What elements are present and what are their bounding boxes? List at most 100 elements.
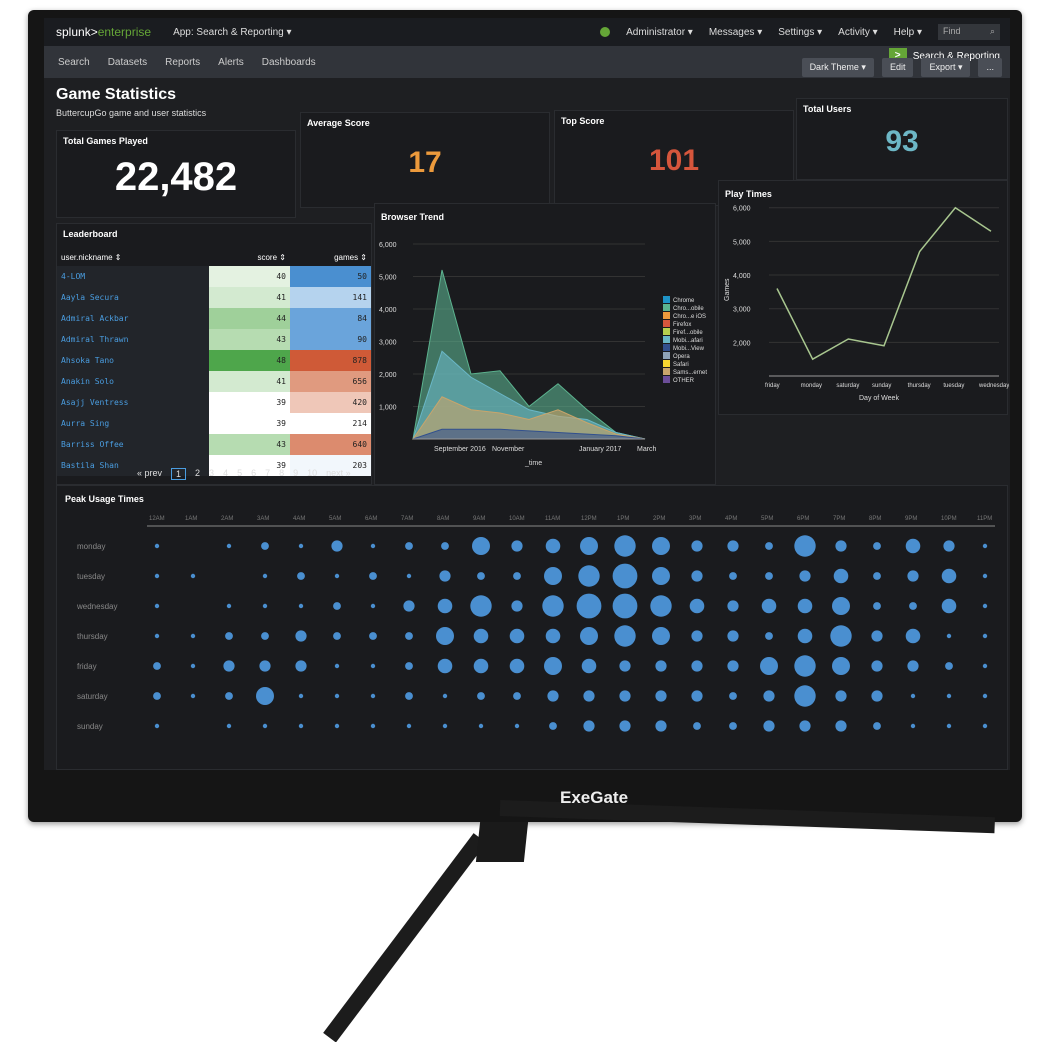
menu-settings[interactable]: Settings ▾ [778,26,823,38]
nickname-link[interactable]: Asajj Ventress [57,392,209,413]
pager-page[interactable]: 7 [265,468,271,478]
table-row[interactable]: Aayla Secura 41 141 [57,287,371,308]
table-row[interactable]: Anakin Solo 41 656 [57,371,371,392]
nickname-link[interactable]: Admiral Ackbar [57,308,209,329]
x-axis-label: _time [524,460,542,467]
pager-page[interactable]: 10 [307,468,318,478]
nickname-link[interactable]: Anakin Solo [57,371,209,392]
panel-title: Average Score [307,118,370,128]
column-header-nickname[interactable]: user.nickname ⇕ [61,252,122,262]
y-tick-label: friday [77,662,97,671]
table-row[interactable]: Barriss Offee 43 640 [57,434,371,455]
usage-bubble [689,598,705,614]
menu-administrator[interactable]: Administrator ▾ [626,26,693,38]
table-row[interactable]: Admiral Ackbar 44 84 [57,308,371,329]
single-value-panel: Total Users 93 [796,98,1008,180]
usage-bubble [406,573,412,579]
usage-bubble [154,723,160,729]
find-input[interactable]: Find ⌕ [938,24,1000,40]
y-tick-label: 4,000 [379,307,397,314]
nav-dashboards[interactable]: Dashboards [261,56,316,68]
score-cell: 48 [208,350,290,371]
table-row[interactable]: Bastila Shan 39 203 [57,455,371,476]
nickname-link[interactable]: Aayla Secura [57,287,209,308]
usage-bubble [760,657,778,675]
usage-bubble [727,540,739,552]
pagination: « prev 1 2 3 4 5 6 7 8 9 10 next » [137,468,351,480]
nav-search[interactable]: Search [58,56,90,68]
x-tick-label: 7PM [833,516,845,522]
y-tick-label: tuesday [77,572,105,581]
splunk-logo[interactable]: splunk>enterprise [56,25,152,39]
menu-help[interactable]: Help ▾ [893,26,922,38]
menu-activity[interactable]: Activity ▾ [838,26,878,38]
nickname-link[interactable]: 4-LOM [57,266,209,287]
pager-page[interactable]: 4 [223,468,229,478]
legend-swatch [663,336,670,343]
usage-bubble [612,563,638,589]
usage-bubble [581,658,597,674]
x-tick-label: friday [765,383,780,389]
pager-page[interactable]: 8 [279,468,285,478]
panel-title: Leaderboard [63,229,118,239]
games-cell: 878 [289,350,371,371]
pager-page[interactable]: 1 [171,468,187,480]
table-row[interactable]: Admiral Thrawn 43 90 [57,329,371,350]
leaderboard-table: user.nickname ⇕ score ⇕ games ⇕ 4-LOM 40 50 A… [57,248,371,476]
x-tick-label: sunday [872,383,891,389]
pager-page[interactable]: 6 [251,468,257,478]
usage-bubble [442,723,448,729]
score-cell: 44 [208,308,290,329]
nickname-link[interactable]: Barriss Offee [57,434,209,455]
pager-page[interactable]: 3 [209,468,215,478]
export-button[interactable]: Export ▾ [921,58,971,77]
nickname-link[interactable]: Ahsoka Tano [57,350,209,371]
table-row[interactable]: Aurra Sing 39 214 [57,413,371,434]
games-cell: 90 [289,329,371,350]
pager-page[interactable]: 9 [293,468,299,478]
browser-trend-panel: Browser Trend 1,000 2,000 3,000 4,000 5,000 6,… [374,203,716,485]
nav-alerts[interactable]: Alerts [218,56,244,68]
usage-bubble [190,663,196,669]
more-button[interactable]: ... [978,58,1002,77]
area-series [412,396,646,440]
single-value-panel: Average Score 17 [300,112,550,208]
nickname-link[interactable]: Admiral Thrawn [57,329,209,350]
x-tick-label: September 2016 [434,446,486,453]
table-row[interactable]: Ahsoka Tano 48 878 [57,350,371,371]
x-tick-label: 11AM [545,516,560,522]
x-tick-label: 3PM [689,516,701,522]
score-cell: 39 [208,455,290,476]
single-value-panel: Total Games Played 22,482 [56,130,296,218]
nickname-link[interactable]: Bastila Shan [57,455,209,476]
column-header-games[interactable]: games ⇕ [334,252,367,262]
table-row[interactable]: Asajj Ventress 39 420 [57,392,371,413]
usage-bubble [545,628,561,644]
column-header-score[interactable]: score ⇕ [257,252,286,262]
usage-bubble [154,633,160,639]
usage-bubble [650,595,672,617]
theme-dropdown[interactable]: Dark Theme ▾ [801,58,874,77]
nav-datasets[interactable]: Datasets [107,56,148,68]
usage-bubble [794,535,816,557]
legend-swatch [663,344,670,351]
usage-bubble [909,602,917,610]
app-menu[interactable]: App: Search & Reporting ▾ [173,26,292,38]
edit-button[interactable]: Edit [881,58,914,77]
nickname-link[interactable]: Aurra Sing [57,413,209,434]
pager-prev[interactable]: « prev [137,468,163,478]
menu-messages[interactable]: Messages ▾ [708,26,763,38]
usage-bubble [693,722,701,730]
usage-bubble [223,660,235,672]
nav-reports[interactable]: Reports [165,56,201,68]
usage-bubble [691,690,703,702]
pager-page[interactable]: 5 [237,468,243,478]
score-cell: 41 [208,287,290,308]
table-row[interactable]: 4-LOM 40 50 [57,266,371,287]
usage-bubble [907,660,919,672]
pager-next[interactable]: next » [326,468,351,478]
usage-bubble [153,662,161,670]
usage-bubble [542,595,564,617]
pager-page[interactable]: 2 [195,468,201,478]
usage-bubble [655,660,667,672]
